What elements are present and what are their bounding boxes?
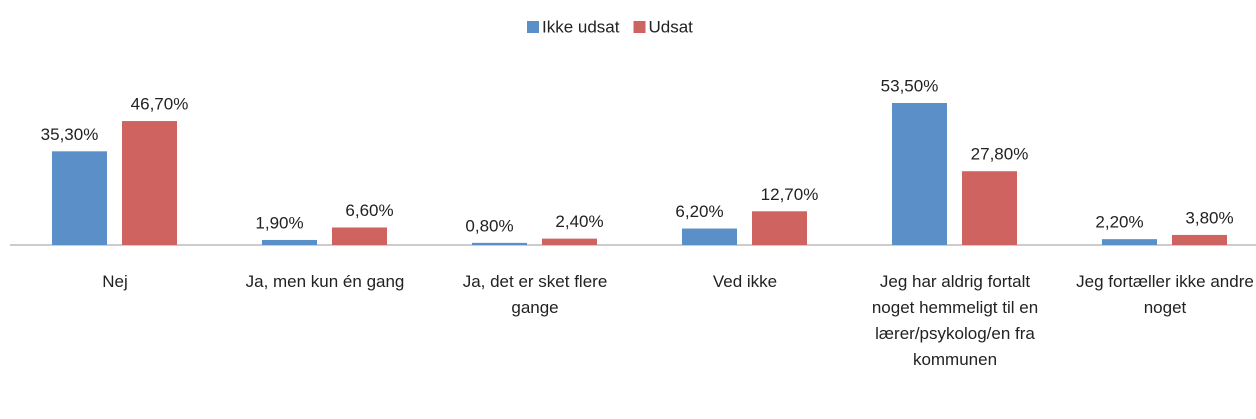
legend-swatch: [527, 21, 539, 33]
bar: [122, 121, 177, 245]
bar: [962, 171, 1017, 245]
bar: [1172, 234, 1227, 245]
legend-label: Udsat: [649, 17, 694, 36]
legend-swatch: [633, 21, 646, 33]
bar: [1102, 239, 1157, 245]
bar: [892, 103, 947, 245]
data-label: 6,60%: [345, 201, 393, 220]
data-label: 1,90%: [255, 213, 303, 232]
data-label: 35,30%: [41, 125, 99, 144]
bar: [752, 211, 807, 245]
bar: [682, 228, 737, 245]
data-label: 12,70%: [761, 185, 819, 204]
data-label: 6,20%: [675, 202, 723, 221]
x-tick-label: Ved ikke: [713, 272, 777, 291]
data-label: 46,70%: [131, 95, 189, 114]
bar: [262, 239, 317, 245]
x-tick-label: Jeg fortæller ikke andre noget: [1076, 272, 1254, 317]
bar: [52, 151, 107, 245]
bar: [472, 242, 527, 245]
data-label: 3,80%: [1185, 208, 1233, 227]
legend-label: Ikke udsat: [542, 17, 620, 36]
x-tick-label: Nej: [102, 272, 128, 291]
x-tick-label: Ja, men kun én gang: [246, 272, 405, 291]
x-tick-label: Ja, det er sket flere gange: [463, 272, 608, 317]
x-tick-label: Jeg har aldrig fortalt noget hemmeligt ti…: [872, 272, 1038, 369]
data-label: 2,40%: [555, 212, 603, 231]
data-label: 2,20%: [1095, 213, 1143, 232]
data-label: 0,80%: [465, 216, 513, 235]
bar: [332, 227, 387, 245]
data-label: 27,80%: [971, 145, 1029, 164]
bar: [542, 238, 597, 245]
data-label: 53,50%: [881, 76, 939, 95]
